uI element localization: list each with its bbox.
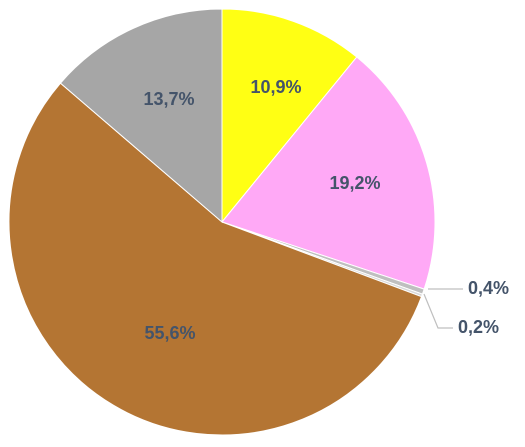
pie-slice <box>59 8 223 224</box>
slice-label: 19,2% <box>329 173 380 193</box>
slice-label: 13,7% <box>143 89 194 109</box>
pie-slice <box>221 8 358 224</box>
slice-label: 0,4% <box>468 278 509 298</box>
slice-label: 10,9% <box>250 77 301 97</box>
pie-slice <box>8 82 423 436</box>
slice-labels: 10,9% 19,2% 0,4% 0,2% 55,6% 13,7% <box>143 77 509 343</box>
leader-lines <box>423 288 463 329</box>
pie-slices <box>8 8 436 436</box>
slice-label: 0,2% <box>458 317 499 337</box>
slice-label: 55,6% <box>144 323 195 343</box>
leader-line <box>423 293 453 329</box>
pie-slice <box>221 56 436 290</box>
